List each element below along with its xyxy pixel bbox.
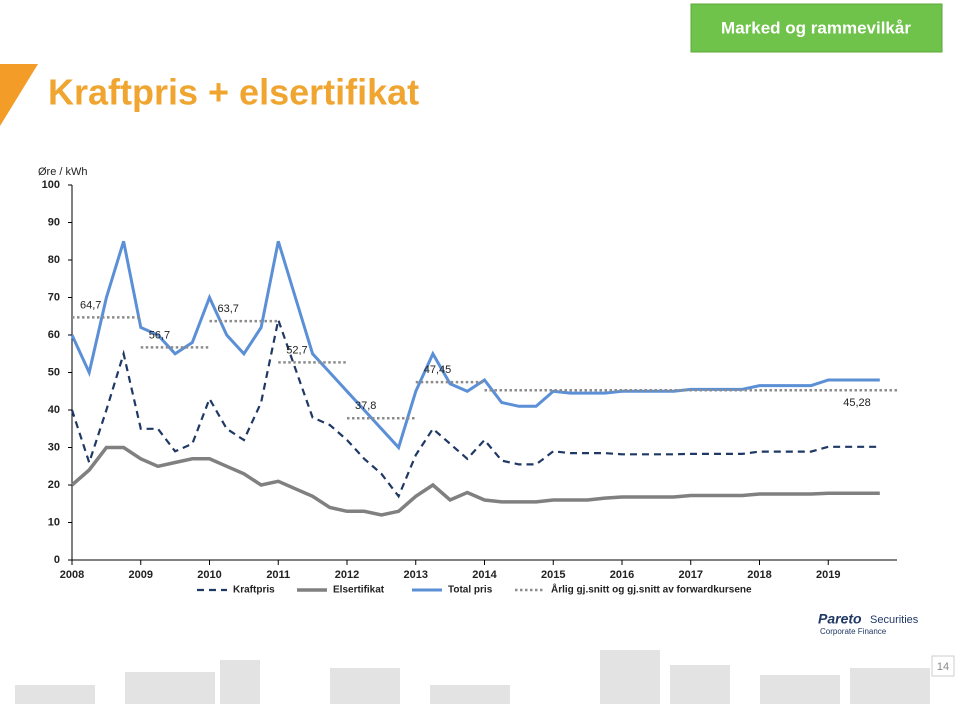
legend-label: Total pris — [448, 585, 493, 596]
y-tick-label: 60 — [48, 329, 60, 341]
brand-suffix: Securities — [870, 614, 919, 626]
y-tick-label: 10 — [48, 516, 60, 528]
y-tick-label: 80 — [48, 254, 60, 266]
skyline — [15, 650, 930, 704]
series-line — [70, 315, 880, 499]
average-label: 47,45 — [424, 364, 452, 376]
y-axis-label: Øre / kWh — [38, 166, 88, 178]
x-tick-label: 2013 — [404, 569, 428, 581]
x-tick-label: 2014 — [472, 569, 497, 581]
x-tick-label: 2010 — [197, 569, 221, 581]
y-tick-label: 100 — [42, 179, 60, 191]
y-tick-label: 20 — [48, 479, 60, 491]
page-box — [931, 655, 955, 677]
section-button[interactable] — [690, 3, 943, 53]
x-tick-label: 2017 — [679, 569, 703, 581]
y-tick-label: 50 — [48, 366, 60, 378]
brand-sub: Corporate Finance — [820, 627, 887, 636]
x-tick-label: 2018 — [747, 569, 771, 581]
y-tick-label: 0 — [54, 554, 60, 566]
x-tick-label: 2019 — [816, 569, 840, 581]
x-tick-label: 2009 — [129, 569, 153, 581]
average-label: 37,8 — [355, 400, 376, 412]
average-label: 64,7 — [80, 299, 101, 311]
x-tick-label: 2015 — [541, 569, 565, 581]
series-line — [70, 445, 880, 517]
y-tick-label: 90 — [48, 216, 60, 228]
accent — [0, 64, 38, 126]
slide-title: Kraftpris + elsertifikat — [48, 72, 419, 113]
x-tick-label: 2008 — [60, 569, 84, 581]
average-label: 56,7 — [149, 329, 170, 341]
x-tick-label: 2012 — [335, 569, 359, 581]
y-tick-label: 30 — [48, 441, 60, 453]
series-line — [70, 240, 880, 451]
average-label: 45,28 — [843, 397, 871, 409]
section-button-label: Marked og rammevilkår — [721, 18, 911, 37]
average-label: 52,7 — [286, 344, 307, 356]
y-tick-label: 40 — [48, 404, 60, 416]
brand: Pareto — [818, 611, 862, 627]
page-number: 14 — [937, 661, 949, 673]
x-tick-label: 2016 — [610, 569, 634, 581]
average-label: 63,7 — [218, 303, 239, 315]
legend-label: Elsertifikat — [333, 585, 385, 596]
y-tick-label: 70 — [48, 291, 60, 303]
legend-label: Årlig gj.snitt og gj.snitt av forwardkur… — [551, 583, 752, 596]
x-tick-label: 2011 — [266, 569, 290, 581]
legend-label: Kraftpris — [233, 585, 275, 596]
